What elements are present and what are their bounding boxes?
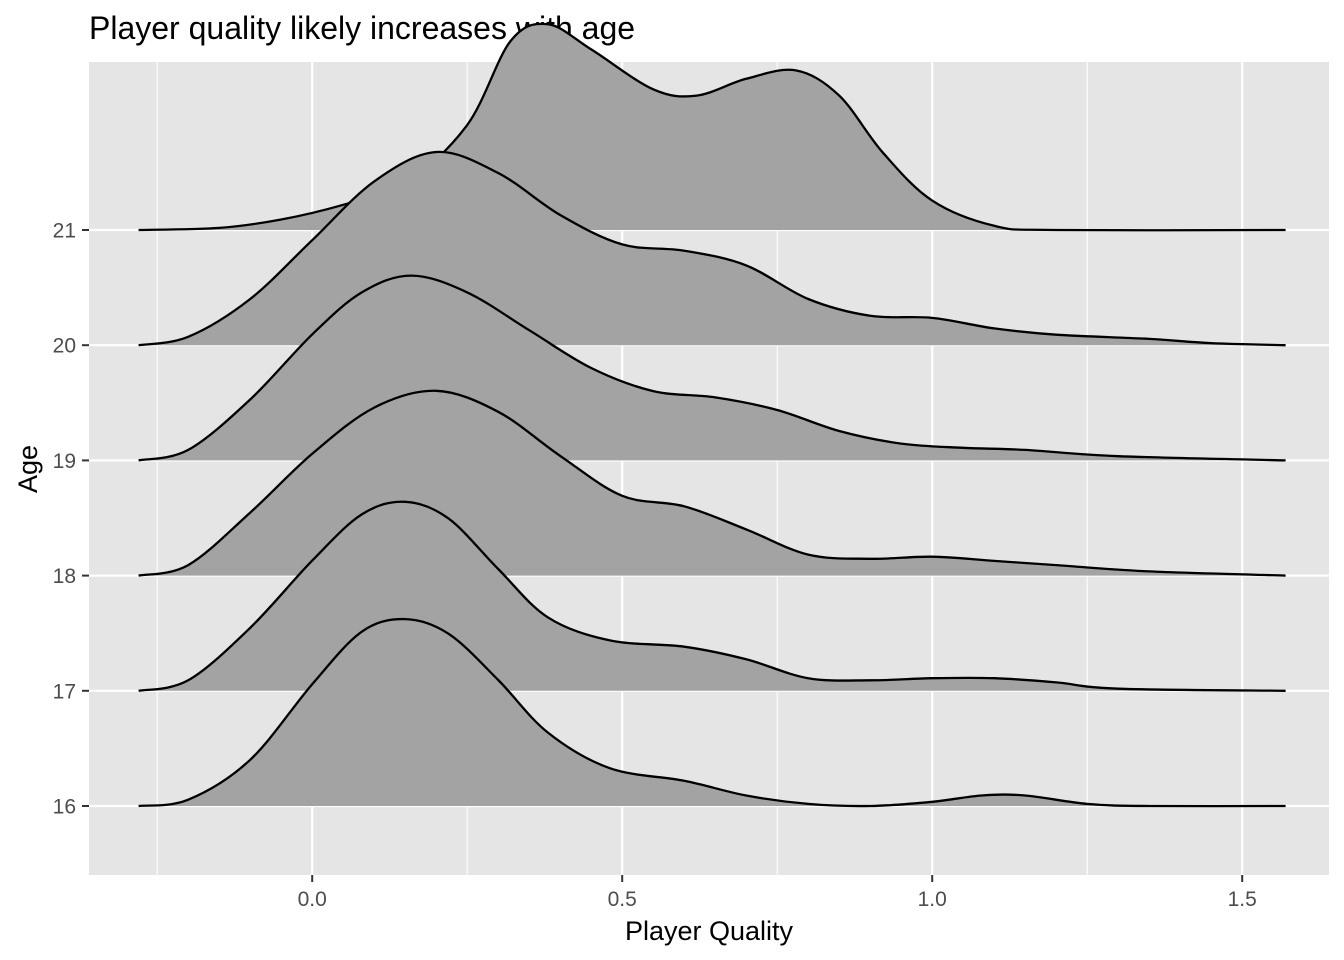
y-axis: 16 17 18 19 20 21 (53, 220, 89, 819)
y-tick-label: 19 (53, 450, 76, 473)
y-tick-label: 18 (53, 565, 76, 588)
ridge-line-16 (138, 617, 1286, 808)
ridges (138, 22, 1286, 808)
ridge-line-20 (138, 150, 1286, 347)
y-axis-title: Age (13, 445, 43, 493)
y-tick-label: 16 (53, 796, 76, 819)
y-tick-label: 20 (53, 335, 76, 358)
y-tick-label: 21 (53, 220, 76, 243)
x-tick-label: 0.5 (608, 888, 637, 911)
ridge-line-17 (138, 500, 1286, 692)
x-axis: 0.0 0.5 1.0 1.5 (298, 875, 1257, 911)
x-axis-title: Player Quality (625, 916, 794, 946)
ridge-fill-16 (138, 619, 1286, 807)
x-tick-label: 1.5 (1228, 888, 1257, 911)
x-tick-label: 0.0 (298, 888, 327, 911)
x-tick-label: 1.0 (918, 888, 947, 911)
y-tick-label: 17 (53, 680, 76, 703)
ridge-line-19 (138, 274, 1286, 462)
ridge-line-18 (138, 389, 1286, 577)
ridge-16 (138, 617, 1286, 808)
